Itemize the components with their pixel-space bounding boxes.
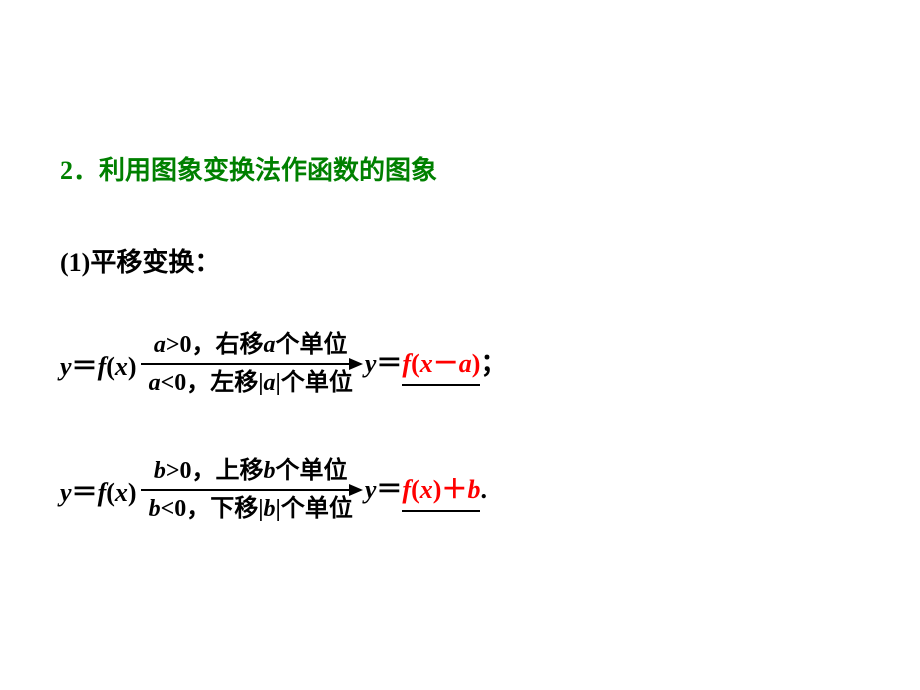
arrow-block: b>0，上移b个单位 b<0，下移|b|个单位	[141, 455, 361, 526]
cond-text: |个单位	[276, 496, 353, 522]
trailing-punct: ；	[480, 343, 506, 380]
arrow-condition-bottom: b<0，下移|b|个单位	[141, 493, 361, 525]
paren-open: (	[106, 478, 115, 507]
paren-close: )	[128, 478, 137, 507]
section-heading: 2．利用图象变换法作函数的图象	[60, 150, 860, 187]
answer-underline	[402, 384, 480, 386]
var-y: y	[365, 475, 377, 505]
paren-open: (	[106, 352, 115, 381]
eq-sign: ＝	[376, 343, 402, 380]
arrow-condition-top: b>0，上移b个单位	[141, 455, 361, 487]
formula-lhs: y＝f(x)	[60, 346, 137, 383]
var-y: y	[365, 349, 377, 379]
ans-x: x	[420, 475, 433, 504]
arrow-icon	[141, 363, 361, 365]
paren-open: (	[411, 349, 420, 378]
var-f: f	[98, 352, 107, 381]
cond-var: b	[149, 496, 161, 522]
heading-title: 利用图象变换法作函数的图象	[99, 156, 437, 185]
answer-underline	[402, 510, 480, 512]
formula-rhs: y＝ f(x)＋b .	[365, 469, 487, 512]
cond-var: b	[264, 458, 276, 484]
var-f: f	[98, 478, 107, 507]
cond-var: a	[264, 332, 276, 358]
answer-text: f(x)＋b	[402, 469, 480, 508]
eq-sign: ＝	[72, 478, 98, 507]
formula-rhs: y＝ f(x－a) ；	[365, 343, 507, 386]
answer-wrap: f(x)＋b	[402, 469, 480, 512]
trailing-punct: .	[480, 475, 487, 505]
cond-text: 个单位	[276, 332, 348, 358]
slide-content: 2．利用图象变换法作函数的图象 (1)平移变换： y＝f(x) a>0，右移a个…	[0, 0, 920, 526]
eq-sign: ＝	[376, 469, 402, 506]
formula-row: y＝f(x) b>0，上移b个单位 b<0，下移|b|个单位 y＝ f(x)＋b…	[60, 455, 860, 526]
cond-var: b	[264, 496, 276, 522]
cond-var: a	[264, 370, 276, 396]
cond-text: <0，左移|	[161, 370, 264, 396]
paren-close: )	[472, 349, 481, 378]
ans-x: x	[420, 349, 433, 378]
heading-number: 2．	[60, 156, 99, 185]
formula-row: y＝f(x) a>0，右移a个单位 a<0，左移|a|个单位 y＝ f(x－a)…	[60, 329, 860, 400]
arrow-icon	[141, 489, 361, 491]
ans-op: ＋	[441, 475, 467, 504]
ans-op: －	[433, 349, 459, 378]
eq-sign: ＝	[72, 352, 98, 381]
var-y: y	[60, 478, 72, 507]
var-x: x	[115, 478, 128, 507]
paren-open: (	[411, 475, 420, 504]
cond-text: >0，上移	[166, 458, 264, 484]
cond-var: a	[149, 370, 161, 396]
cond-var: b	[154, 458, 166, 484]
ans-k: b	[467, 475, 480, 504]
var-y: y	[60, 352, 72, 381]
cond-text: <0，下移|	[161, 496, 264, 522]
arrow-condition-bottom: a<0，左移|a|个单位	[141, 367, 361, 399]
subheading-label: (1)	[60, 248, 90, 277]
subheading: (1)平移变换：	[60, 242, 860, 279]
paren-close: )	[128, 352, 137, 381]
arrow-condition-top: a>0，右移a个单位	[141, 329, 361, 361]
var-x: x	[115, 352, 128, 381]
cond-text: >0，右移	[166, 332, 264, 358]
ans-f: f	[402, 475, 411, 504]
ans-f: f	[402, 349, 411, 378]
answer-text: f(x－a)	[402, 343, 480, 382]
cond-var: a	[154, 332, 166, 358]
formula-lhs: y＝f(x)	[60, 472, 137, 509]
cond-text: |个单位	[276, 370, 353, 396]
answer-wrap: f(x－a)	[402, 343, 480, 386]
arrow-block: a>0，右移a个单位 a<0，左移|a|个单位	[141, 329, 361, 400]
cond-text: 个单位	[276, 458, 348, 484]
ans-k: a	[459, 349, 472, 378]
subheading-text: 平移变换：	[90, 248, 220, 277]
